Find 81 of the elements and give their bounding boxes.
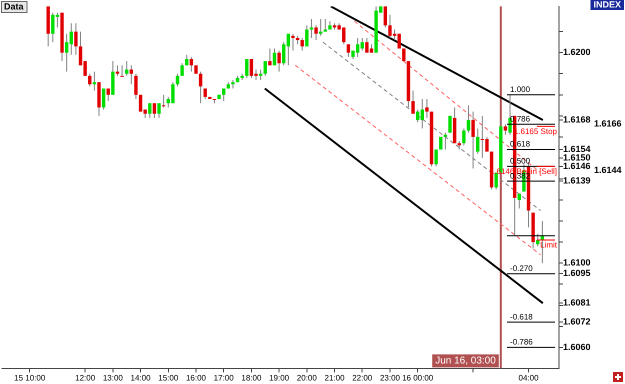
candlestick — [130, 64, 134, 85]
candlestick — [305, 24, 309, 47]
x-tick-label: 13:00 — [102, 373, 124, 382]
x-tick-label: 22:00 — [352, 373, 373, 382]
y-tick-label: 1.6139 — [563, 176, 591, 186]
y-tick-label: 1.6146 — [563, 160, 591, 171]
candlestick — [106, 88, 110, 102]
candlestick — [314, 24, 318, 41]
candlestick — [120, 64, 124, 77]
annotation: Data — [4, 1, 24, 12]
candlestick — [272, 48, 276, 66]
candlestick — [365, 37, 369, 54]
y2-tick-label: 1.6144 — [594, 165, 622, 176]
x-tick-label: 15:00 — [158, 373, 179, 382]
candlestick — [277, 50, 281, 72]
candlestick — [51, 12, 55, 43]
y-tick-label: 1.6154 — [563, 144, 591, 154]
ref-line-label: Jun 16, 03:00 — [435, 356, 496, 367]
x-tick-label: 14:00 — [130, 373, 152, 382]
candlestick — [152, 102, 156, 118]
y-tick-label: 1.6168 — [563, 114, 591, 125]
candlestick — [504, 124, 508, 136]
annotation: -0.618 — [510, 312, 534, 322]
x-tick-label: 16 00:00 — [402, 373, 434, 382]
y-tick-label: 1.6150 — [563, 152, 591, 162]
x-tick-label: 18:00 — [241, 373, 262, 382]
x-tick-label: 17:00 — [214, 373, 234, 382]
candlestick — [310, 18, 314, 38]
candlestick — [518, 193, 521, 209]
candlestick — [148, 102, 152, 118]
candlestick — [346, 44, 350, 58]
candlestick — [245, 58, 248, 78]
candlestick — [74, 22, 78, 56]
candlestick — [111, 60, 115, 96]
y-tick-label: 1.6072 — [563, 316, 591, 327]
x-tick-label: 19:00 — [269, 373, 290, 382]
candlestick — [250, 58, 254, 78]
candlestick — [411, 90, 415, 114]
y-tick-label: 1.6060 — [563, 342, 591, 352]
candlestick — [324, 18, 327, 32]
y-tick-label: 1.6100 — [563, 258, 591, 268]
candlestick — [134, 73, 138, 100]
y2-tick-label: 1.6166 — [594, 118, 622, 129]
ref-line-label: Limit — [540, 240, 558, 250]
candlestick — [180, 62, 184, 76]
x-tick-label: 12:00 — [75, 373, 96, 382]
candlestick — [88, 73, 92, 87]
candlestick — [185, 54, 188, 66]
annotation: -0.270 — [510, 264, 534, 273]
x-tick-label: 20:00 — [296, 373, 318, 382]
y-tick-label: 1.6095 — [563, 268, 591, 278]
candlestick — [476, 128, 480, 154]
candlestick — [444, 132, 448, 150]
text: INDEX — [593, 0, 622, 10]
y-tick-label: 1.6200 — [563, 47, 591, 58]
candlestick — [425, 98, 429, 118]
candlestick — [198, 71, 202, 104]
candlestick — [462, 128, 466, 146]
annotation: 1.000 — [510, 85, 531, 94]
candlestick — [318, 18, 322, 36]
candlestick — [190, 56, 194, 72]
candlestick — [300, 37, 304, 52]
x-tick-label: 16:00 — [186, 373, 207, 382]
candlestick — [222, 88, 226, 102]
candlestick — [102, 88, 106, 110]
candlestick — [92, 71, 96, 92]
annotation: -0.786 — [510, 338, 534, 347]
candlestick — [264, 60, 267, 76]
x-tick-label: 04:00 — [518, 373, 540, 382]
x-tick-label: 23:00 — [380, 373, 401, 382]
candlestick — [125, 60, 128, 76]
candlestick — [258, 69, 262, 81]
x-tick-label: 15 10:00 — [14, 373, 46, 382]
candlestick — [162, 94, 166, 108]
candlestick — [480, 115, 484, 158]
candlestick — [471, 111, 475, 169]
candlestick — [268, 48, 272, 66]
candlestick — [384, 6, 388, 28]
candlestick — [434, 149, 438, 167]
y-tick-label: 1.6081 — [563, 298, 591, 308]
x-tick-label: 21:00 — [324, 373, 346, 382]
